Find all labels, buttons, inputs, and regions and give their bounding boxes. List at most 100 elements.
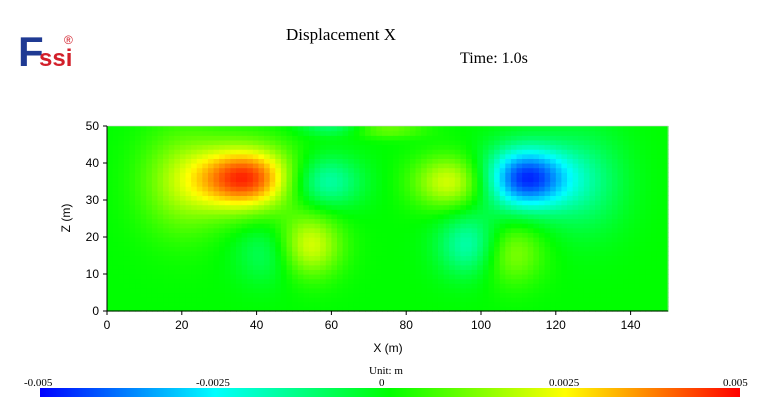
heatmap-cell (623, 278, 630, 284)
heatmap-cell (544, 153, 551, 159)
heatmap-cell (662, 274, 669, 280)
heatmap-cell (168, 246, 175, 252)
heatmap-cell (168, 130, 175, 136)
heatmap-cell (572, 283, 579, 289)
heatmap-cell (606, 278, 613, 284)
heatmap-cell (426, 200, 433, 206)
heatmap-cell (494, 246, 501, 252)
heatmap-cell (275, 237, 282, 243)
heatmap-cell (415, 167, 422, 173)
heatmap-cell (247, 283, 254, 289)
heatmap-cell (252, 306, 260, 312)
heatmap-cell (370, 209, 377, 215)
heatmap-cell (426, 153, 433, 159)
heatmap-cell (331, 158, 338, 164)
heatmap-cell (365, 218, 372, 224)
heatmap-cell (488, 278, 495, 284)
heatmap-cell (123, 126, 131, 132)
heatmap-cell (600, 176, 607, 183)
heatmap-cell (123, 264, 131, 270)
heatmap-cell (320, 204, 327, 210)
heatmap-cell (555, 204, 563, 210)
heatmap-cell (230, 172, 237, 178)
heatmap-cell (376, 176, 383, 183)
heatmap-cell (550, 250, 557, 257)
heatmap-cell (628, 204, 635, 210)
heatmap-cell (219, 176, 226, 183)
heatmap-cell (151, 246, 159, 252)
heatmap-cell (634, 139, 641, 146)
heatmap-cell (488, 292, 495, 298)
heatmap-cell (409, 237, 417, 243)
heatmap-cell (135, 181, 142, 187)
heatmap-cell (505, 223, 512, 229)
heatmap-cell (280, 204, 288, 210)
heatmap-cell (112, 292, 119, 298)
heatmap-cell (617, 306, 624, 312)
heatmap-cell (623, 218, 630, 224)
heatmap-cell (651, 139, 658, 146)
heatmap-cell (168, 218, 175, 224)
heatmap-cell (236, 287, 243, 294)
heatmap-cell (572, 139, 579, 146)
heatmap-cell (236, 139, 243, 146)
heatmap-cell (409, 255, 417, 261)
heatmap-cell (522, 255, 529, 261)
heatmap-cell (443, 297, 450, 303)
heatmap-cell (432, 149, 439, 155)
heatmap-cell (639, 227, 647, 233)
heatmap-cell (550, 241, 557, 247)
heatmap-cell (342, 172, 349, 178)
heatmap-cell (421, 126, 428, 132)
x-tick-label: 60 (325, 318, 339, 332)
heatmap-cell (471, 158, 478, 164)
heatmap-cell (370, 237, 377, 243)
heatmap-cell (135, 269, 142, 275)
heatmap-cell (471, 278, 478, 284)
heatmap-cell (174, 204, 181, 210)
heatmap-cell (460, 209, 467, 215)
heatmap-cell (600, 297, 607, 303)
heatmap-cell (123, 144, 131, 150)
heatmap-cell (168, 264, 175, 270)
heatmap-cell (656, 195, 663, 201)
heatmap-cell (426, 190, 433, 196)
heatmap-cell (662, 200, 669, 206)
heatmap-cell (477, 223, 484, 229)
heatmap-cell (258, 260, 265, 266)
heatmap-cell (163, 181, 170, 187)
heatmap-cell (449, 130, 456, 136)
heatmap-cell (308, 287, 316, 294)
heatmap-cell (376, 218, 383, 224)
heatmap-cell (387, 195, 394, 201)
heatmap-cell (118, 167, 125, 173)
heatmap-cell (645, 227, 652, 233)
heatmap-cell (393, 176, 400, 183)
heatmap-cell (443, 306, 450, 312)
heatmap-cell (107, 287, 114, 294)
heatmap-cell (477, 167, 484, 173)
heatmap-cell (129, 213, 136, 220)
heatmap-cell (645, 204, 652, 210)
heatmap-cell (286, 297, 293, 303)
heatmap-cell (409, 126, 417, 132)
heatmap-cell (247, 139, 254, 146)
heatmap-cell (617, 274, 624, 280)
heatmap-cell (359, 209, 366, 215)
heatmap-cell (297, 167, 304, 173)
heatmap-cell (163, 241, 170, 247)
heatmap-cell (269, 190, 276, 196)
heatmap-cell (331, 190, 338, 196)
heatmap-cell (617, 195, 624, 201)
heatmap-cell (516, 181, 523, 187)
heatmap-cell (252, 186, 260, 192)
heatmap-cell (651, 204, 658, 210)
heatmap-cell (449, 292, 456, 298)
heatmap-cell (409, 297, 417, 303)
heatmap-cell (376, 181, 383, 187)
heatmap-cell (353, 301, 361, 307)
heatmap-cell (550, 186, 557, 192)
heatmap-cell (538, 269, 546, 275)
heatmap-cell (387, 274, 394, 280)
heatmap-cell (179, 176, 187, 183)
